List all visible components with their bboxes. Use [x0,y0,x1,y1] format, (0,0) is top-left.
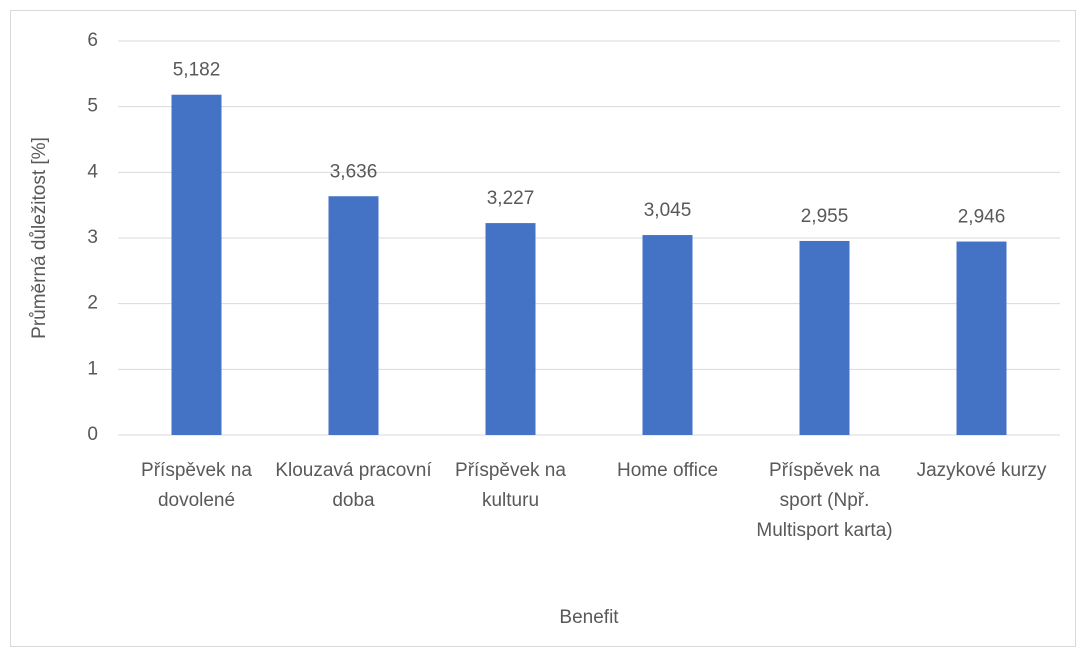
y-axis-title: Průměrná důležitost [%] [29,137,50,339]
x-tick-label: Klouzavá pracovní doba [275,460,432,511]
y-tick-label: 2 [87,293,98,314]
bar [642,235,693,435]
data-label: 3,227 [487,188,535,209]
bar [799,240,850,435]
y-tick-label: 3 [87,227,98,248]
bar [328,196,379,435]
data-label: 2,946 [958,207,1006,228]
x-tick-label: Příspěvek na sport (Npř. Multisport kart… [756,460,893,541]
bar [171,94,222,435]
bar [485,223,536,435]
x-tick-label: Home office [616,460,719,481]
chart-border [10,10,1076,647]
x-tick-label: Jazykové kurzy [916,460,1047,481]
y-tick-label: 5 [87,96,98,117]
data-label: 2,955 [801,206,849,227]
bar [956,241,1007,435]
x-tick-label: Příspěvek na dovolené [141,460,252,511]
y-tick-label: 4 [87,161,98,182]
x-axis-title: Benefit [559,607,619,628]
y-tick-label: 1 [87,358,98,379]
y-tick-label: 0 [87,424,98,445]
data-label: 5,182 [173,60,221,81]
x-tick-label: Příspěvek na kulturu [455,460,566,511]
data-label: 3,636 [330,161,378,182]
data-label: 3,045 [644,200,692,221]
y-tick-label: 6 [87,30,98,51]
